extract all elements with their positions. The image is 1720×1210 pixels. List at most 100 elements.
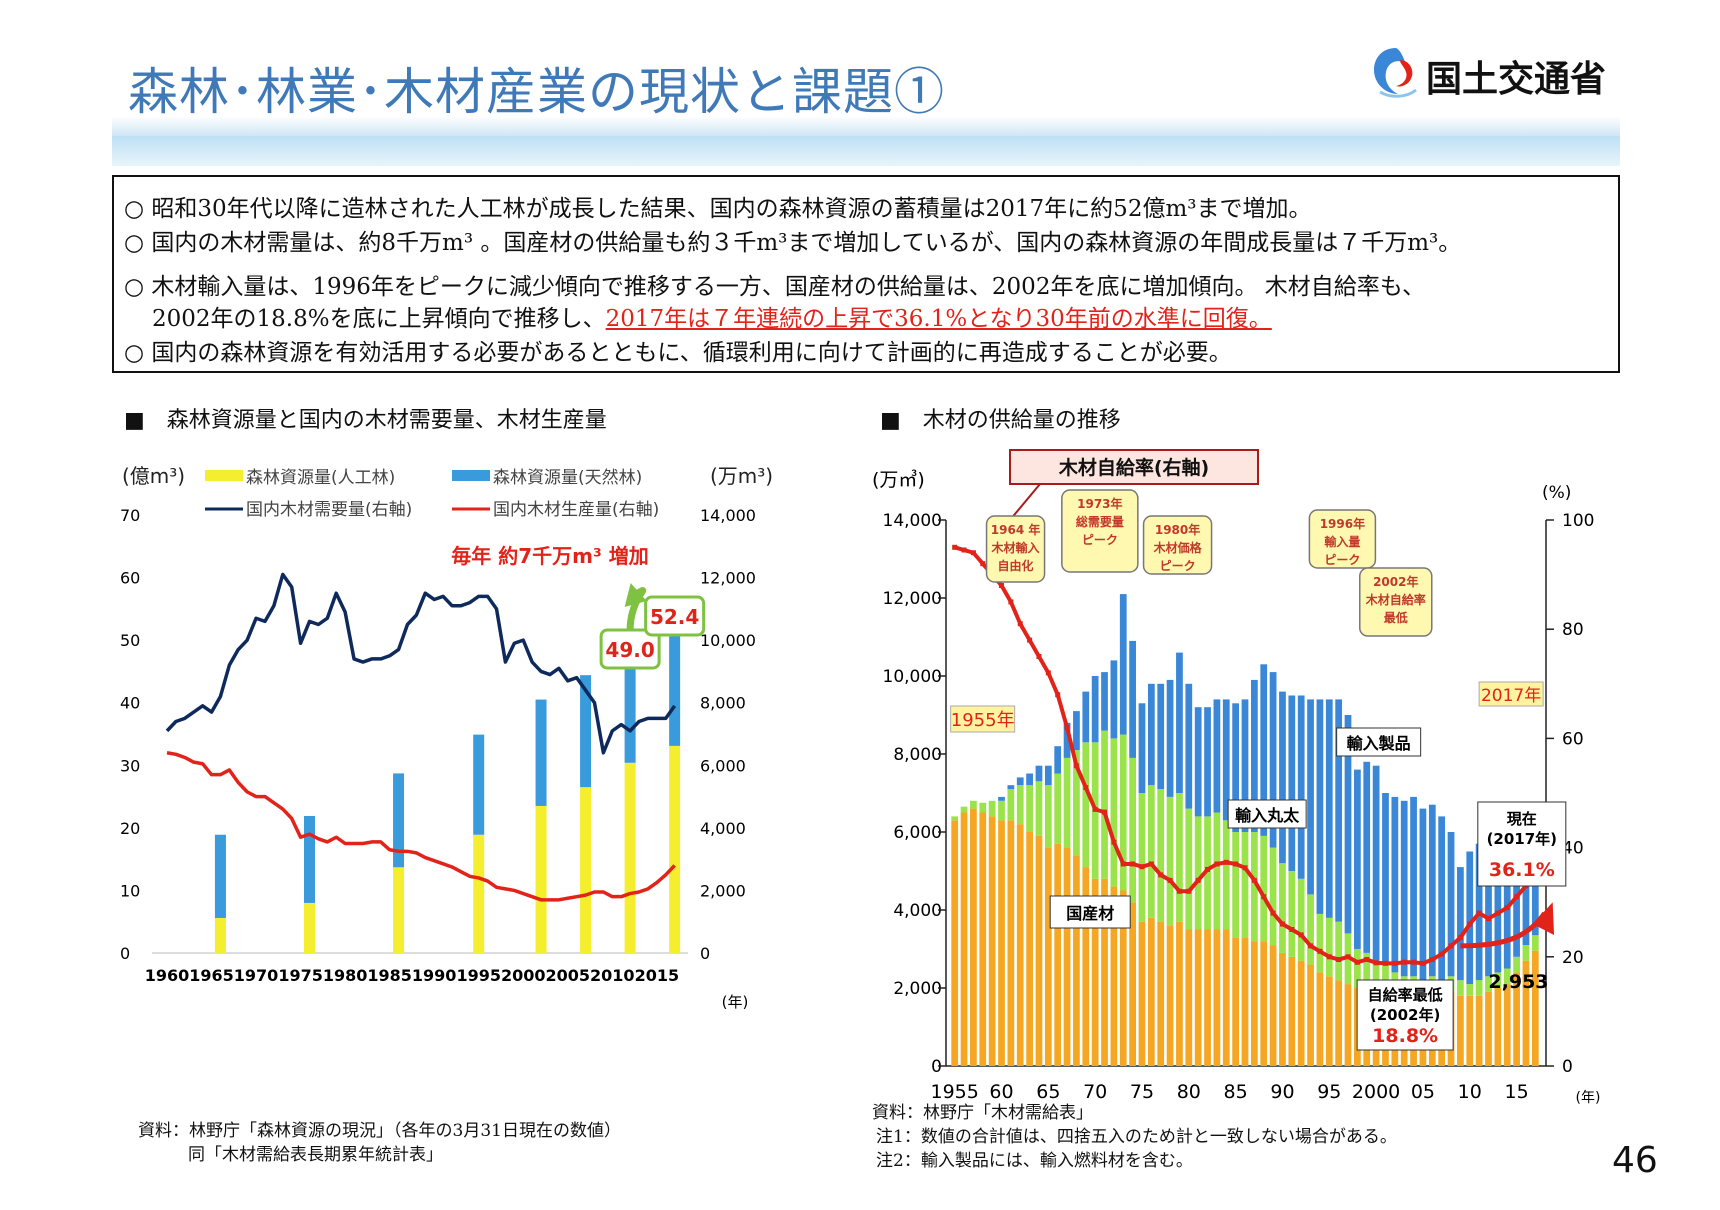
event-text: 1980年 bbox=[1155, 522, 1200, 537]
bar-domestic bbox=[1222, 929, 1230, 1066]
y-tick-label: 60 bbox=[120, 569, 140, 588]
y-tick-label: 10,000 bbox=[883, 667, 942, 687]
legend-label: 森林資源量(天然林) bbox=[493, 468, 642, 488]
left-source: 資料：林野庁「森林資源の現況」（各年の3月31日現在の数値） bbox=[138, 1121, 621, 1141]
year-label-2017: 2017年 bbox=[1481, 686, 1541, 706]
bar-domestic bbox=[1176, 921, 1183, 1066]
bar-domestic bbox=[1466, 995, 1474, 1066]
bar-domestic bbox=[1325, 976, 1333, 1066]
bar-natural bbox=[580, 675, 592, 788]
rate-marker bbox=[1223, 859, 1229, 865]
trend-arrow-head bbox=[1532, 902, 1555, 935]
rate-marker bbox=[1514, 894, 1520, 900]
bar-imported-products bbox=[1428, 804, 1436, 977]
bar-imported-products bbox=[1232, 703, 1240, 832]
rate-marker bbox=[1317, 948, 1323, 954]
rate-marker bbox=[1251, 877, 1257, 883]
callout-value: 49.0 bbox=[605, 638, 654, 662]
line-production bbox=[166, 751, 676, 902]
bar-domestic bbox=[1307, 964, 1314, 1066]
legend-label: 森林資源量(人工林) bbox=[246, 468, 395, 488]
bar-imported-products bbox=[1363, 761, 1371, 953]
legend-label: 国内木材需要量(右軸) bbox=[246, 500, 412, 520]
bar-domestic bbox=[1157, 921, 1165, 1066]
y-tick-label: 30 bbox=[120, 756, 140, 775]
y-axis-right-label: (万m³) bbox=[710, 464, 773, 488]
bar-domestic bbox=[1007, 820, 1015, 1066]
bar-imported-products bbox=[1391, 796, 1399, 973]
year-label-1955: 1955年 bbox=[951, 710, 1015, 731]
bar-imported-logs bbox=[1110, 738, 1118, 887]
event-text: 木材価格 bbox=[1153, 540, 1203, 555]
bar-imported-logs bbox=[1147, 785, 1155, 918]
bar-domestic bbox=[1101, 878, 1108, 1066]
bar-imported-logs bbox=[1297, 878, 1305, 961]
bar-imported-logs bbox=[1335, 921, 1343, 981]
x-tick-label: 2015 bbox=[635, 966, 680, 985]
y-axis-label: (万㎥) bbox=[872, 469, 925, 491]
summary-line: 2002年の18.8%を底に上昇傾向で推移し、2017年は７年連続の上昇で36.… bbox=[152, 299, 1272, 333]
bar-domestic bbox=[988, 816, 996, 1066]
x-tick-label: 1965 bbox=[189, 966, 234, 985]
bar-imported-products bbox=[1082, 691, 1090, 743]
bar-imported-products bbox=[1522, 835, 1530, 946]
current-callout-text: 現在 bbox=[1507, 810, 1537, 828]
rate-marker bbox=[999, 583, 1005, 589]
x-tick-label: 2005 bbox=[546, 966, 591, 985]
right-note-2: 注2：輸入製品には、輸入燃料材を含む。 bbox=[876, 1151, 1193, 1171]
rate-marker bbox=[1027, 637, 1033, 643]
rate-marker bbox=[1354, 959, 1360, 965]
bar-domestic bbox=[1279, 952, 1286, 1066]
bar-imported-logs bbox=[970, 800, 977, 809]
bar-imported-products bbox=[1222, 699, 1230, 821]
bar-imported-logs bbox=[1129, 757, 1136, 903]
rate-marker bbox=[1242, 865, 1248, 871]
rate-marker bbox=[1504, 905, 1510, 911]
right-section-title: ■ 木材の供給量の推移 bbox=[880, 408, 1121, 433]
bar-domestic bbox=[960, 812, 968, 1066]
segment-label-domestic: 国産材 bbox=[1066, 904, 1114, 923]
rate-marker bbox=[1195, 877, 1201, 883]
y-right-tick-label: 40 bbox=[1562, 839, 1584, 859]
bar-imported-logs bbox=[988, 800, 996, 817]
bar-imported-logs bbox=[1035, 781, 1043, 836]
y-right-tick-label: 8,000 bbox=[700, 694, 746, 713]
growth-annotation: 毎年 約7千万m³ 増加 bbox=[451, 544, 648, 568]
bar-imported-products bbox=[1044, 765, 1052, 786]
event-text: 木材輸入 bbox=[991, 540, 1040, 555]
bar-imported-logs bbox=[960, 806, 968, 813]
bar-imported-products bbox=[1241, 699, 1249, 832]
bar-imported-logs bbox=[1166, 796, 1174, 926]
bar-domestic bbox=[1185, 929, 1193, 1066]
y-right-tick-label: 6,000 bbox=[700, 756, 746, 775]
bar-planted bbox=[393, 867, 405, 953]
rate-marker bbox=[1102, 809, 1108, 815]
bar-imported-logs bbox=[951, 816, 959, 821]
bar-imported-logs bbox=[1213, 812, 1221, 930]
ministry-logo: 国土交通省 bbox=[1370, 44, 1615, 104]
bar-imported-products bbox=[1138, 703, 1146, 793]
x-tick-label: 1995 bbox=[456, 966, 501, 985]
bar-imported-logs bbox=[1250, 832, 1258, 942]
bar-imported-logs bbox=[1513, 956, 1520, 973]
page-number: 46 bbox=[1612, 1140, 1658, 1181]
bar-imported-products bbox=[1419, 808, 1427, 981]
event-text: 1996年 bbox=[1320, 516, 1365, 531]
y-tick-label: 40 bbox=[120, 694, 140, 713]
bar-imported-logs bbox=[1222, 820, 1230, 930]
bar-imported-logs bbox=[1241, 832, 1249, 938]
bar-imported-logs bbox=[1119, 734, 1127, 891]
bar-imported-logs bbox=[1522, 945, 1530, 961]
x-tick-label: 15 bbox=[1504, 1081, 1528, 1103]
bar-imported-logs bbox=[1232, 832, 1240, 938]
y-right-tick-label: 14,000 bbox=[700, 506, 756, 525]
rate-marker bbox=[1457, 935, 1463, 941]
x-tick-label: 1970 bbox=[234, 966, 279, 985]
rate-marker bbox=[1270, 910, 1276, 916]
event-box bbox=[1061, 489, 1139, 573]
rate-marker bbox=[1176, 888, 1182, 894]
rate-marker bbox=[1045, 670, 1051, 676]
bar-imported-logs bbox=[1494, 972, 1502, 988]
bar-imported-products bbox=[1035, 765, 1043, 782]
event-text: 木材自給率 bbox=[1365, 592, 1426, 607]
